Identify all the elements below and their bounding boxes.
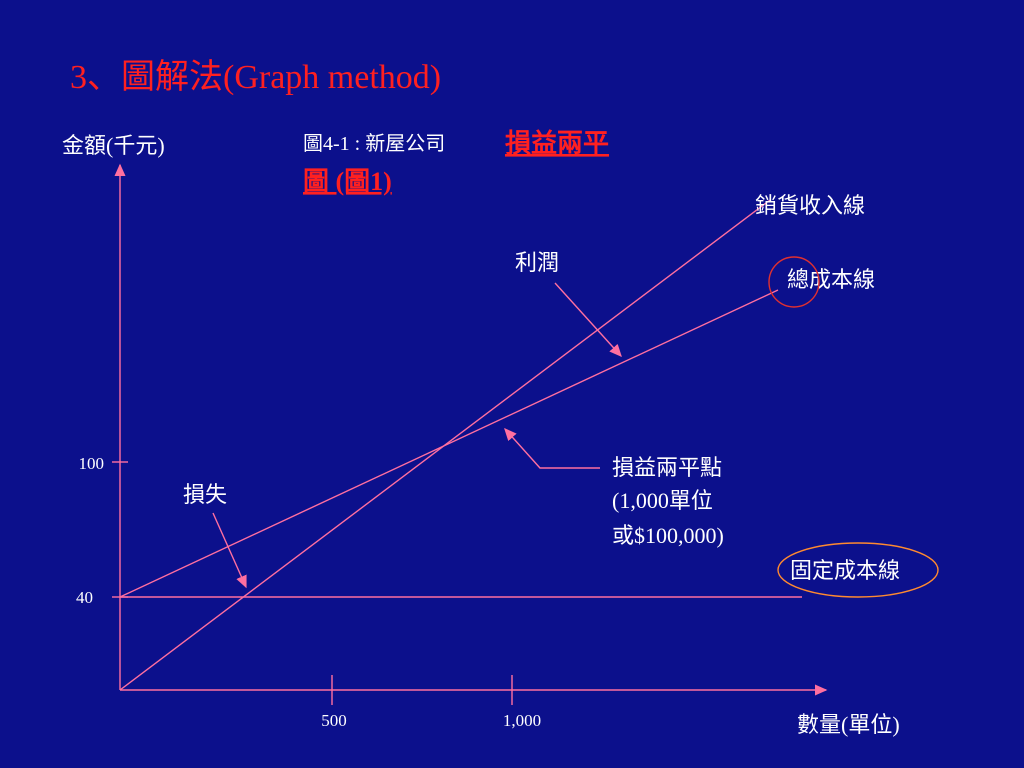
fixed-cost-label: 固定成本線 [790, 558, 900, 583]
caption-line2: 圖 (圖1) [303, 167, 392, 196]
break-even-label: (1,000單位 [612, 488, 713, 513]
loss-arrow [212, 512, 247, 589]
highlight-ellipse [777, 542, 939, 598]
profit-arrow [554, 282, 622, 358]
x-tick-label: 1,000 [503, 711, 541, 730]
break-even-arrow [504, 427, 600, 469]
total-cost-line [119, 289, 779, 598]
y-axis-label: 金額(千元) [62, 133, 165, 158]
break-even-label: 或$100,000) [612, 523, 724, 548]
profit-label: 利潤 [515, 250, 559, 275]
break-even-label: 損益兩平點 [612, 455, 722, 480]
caption-highlight: 損益兩平 [505, 129, 609, 158]
highlight-circle [768, 256, 820, 308]
x-tick-label: 500 [321, 711, 347, 730]
slide-title: 3、圖解法(Graph method) [70, 58, 441, 96]
y-tick-label: 40 [76, 588, 93, 607]
total-cost-label: 總成本線 [787, 267, 875, 292]
caption-prefix: 圖4-1 : 新屋公司 [303, 132, 445, 155]
x-axis-label: 數量(單位) [797, 712, 900, 737]
y-tick-label: 100 [79, 454, 105, 473]
revenue-label: 銷貨收入線 [755, 193, 865, 218]
loss-label: 損失 [183, 482, 227, 507]
